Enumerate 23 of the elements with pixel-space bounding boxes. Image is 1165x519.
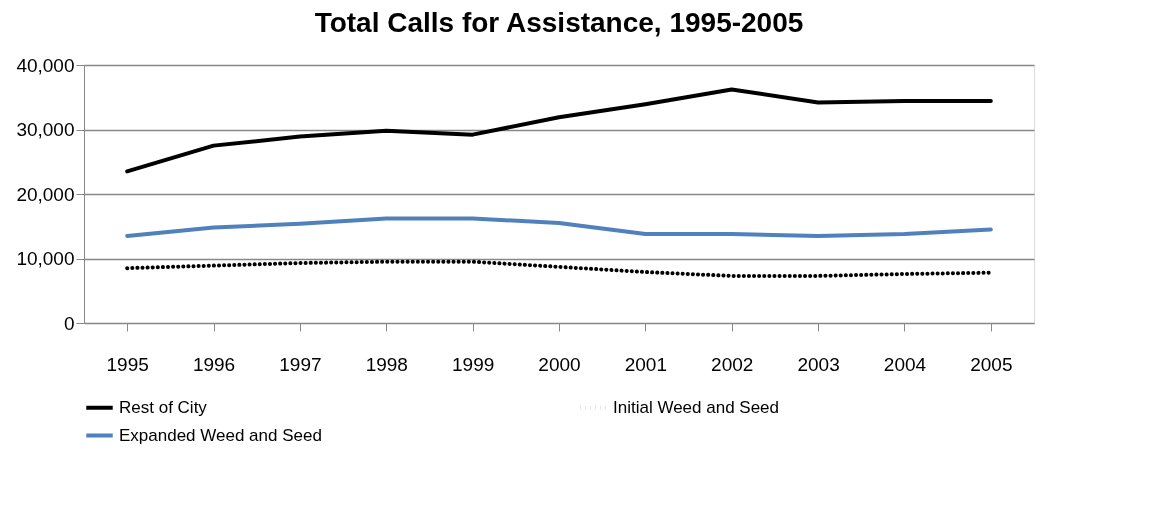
x-tick-label: 2001 [624,353,667,375]
x-tick-label: 2003 [797,353,840,375]
x-tick-label: 1997 [279,353,322,375]
line-series [125,87,993,174]
x-tick-label: 1996 [192,353,236,375]
x-tick-label: 2002 [711,353,754,375]
y-tick-label: 40,000 [16,54,75,76]
x-tick-label: 2004 [883,353,927,375]
line-series [125,216,993,238]
x-tick-label: 1998 [365,353,408,375]
legend-label: Rest of City [119,397,208,417]
legend-label: Initial Weed and Seed [613,397,780,417]
x-tick-label: 1995 [106,353,149,375]
y-tick-label: 10,000 [16,248,75,269]
x-tick-label: 1999 [452,353,495,375]
x-tick-label: 2000 [538,353,581,375]
x-tick-label: 2005 [970,353,1013,375]
y-tick-label: 0 [63,312,75,334]
line-series [125,259,993,278]
legend-label: Expanded Weed and Seed [119,425,322,445]
y-tick-label: 20,000 [16,183,75,205]
y-tick-label: 30,000 [16,119,75,140]
chart-title: Total Calls for Assistance, 1995-2005 [314,7,804,38]
